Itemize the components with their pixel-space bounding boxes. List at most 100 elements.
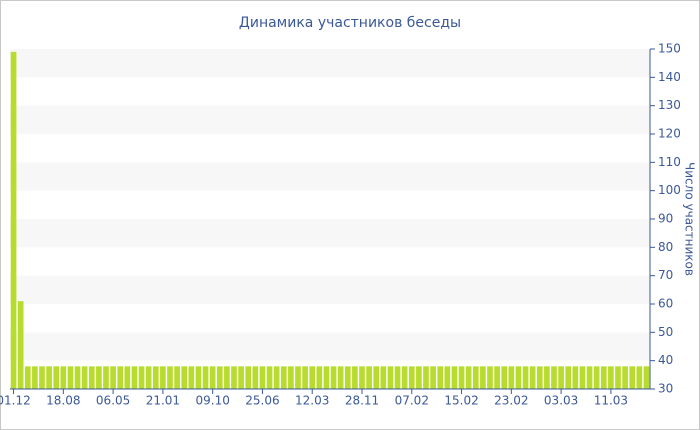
y-tick-label: 60 <box>658 297 673 311</box>
x-tick-label: 03.03 <box>544 394 578 408</box>
bar <box>387 366 394 389</box>
bar <box>416 366 422 389</box>
bar <box>46 366 52 389</box>
bar <box>24 366 31 389</box>
bar <box>380 366 387 389</box>
bar <box>309 366 316 389</box>
bar <box>536 366 543 389</box>
grid-band <box>10 219 650 248</box>
bar <box>74 366 81 389</box>
bar <box>458 366 465 389</box>
bar <box>600 366 607 389</box>
bar <box>174 366 180 389</box>
bar <box>344 366 351 389</box>
bar <box>160 366 166 389</box>
bar <box>103 366 109 389</box>
bar <box>622 366 628 389</box>
bar <box>117 366 124 389</box>
bar <box>515 366 522 389</box>
bar <box>352 366 358 389</box>
y-tick-label: 110 <box>658 155 681 169</box>
y-tick-label: 130 <box>658 98 681 112</box>
bar <box>110 366 116 389</box>
bar <box>359 366 365 389</box>
y-axis-label: Число участников <box>683 162 697 276</box>
x-tick-label: 06.05 <box>96 394 130 408</box>
bar <box>423 366 429 389</box>
grid-band <box>10 332 650 361</box>
grid-band <box>10 49 650 78</box>
x-tick-label: 11.03 <box>594 394 628 408</box>
bar <box>288 366 294 389</box>
bar <box>10 51 17 389</box>
grid-band <box>10 275 650 304</box>
bar <box>615 366 621 389</box>
x-tick-label: 09.10 <box>195 394 229 408</box>
bar <box>252 366 259 389</box>
bar <box>202 366 209 389</box>
x-tick-label: 28.11 <box>345 394 379 408</box>
x-tick-label: 12.03 <box>295 394 329 408</box>
bar <box>451 366 458 389</box>
bar <box>273 366 280 389</box>
bar <box>394 366 401 389</box>
x-tick-label: 01.12 <box>0 394 31 408</box>
bar <box>81 366 88 389</box>
x-tick-label: 18.08 <box>46 394 80 408</box>
bar <box>472 366 479 389</box>
bar <box>238 366 244 389</box>
bar <box>366 366 372 389</box>
y-tick-label: 30 <box>658 382 673 396</box>
y-tick-label: 120 <box>658 127 681 141</box>
bar <box>39 366 45 389</box>
bar <box>96 366 102 389</box>
grid-band <box>10 162 650 191</box>
x-tick-label: 21.01 <box>146 394 180 408</box>
y-tick-label: 50 <box>658 325 673 339</box>
bar <box>280 366 287 389</box>
bar <box>579 366 586 389</box>
bar <box>529 366 536 389</box>
bar <box>316 366 323 389</box>
bar <box>224 366 230 389</box>
y-tick-label: 100 <box>658 183 681 197</box>
y-tick-label: 90 <box>658 212 673 226</box>
x-tick-label: 23.02 <box>494 394 528 408</box>
bar <box>437 366 444 389</box>
bar <box>551 366 557 389</box>
x-tick-label: 25.06 <box>245 394 279 408</box>
bar <box>373 366 380 389</box>
bar <box>138 366 145 389</box>
bar <box>401 366 408 389</box>
bar <box>145 366 152 389</box>
bar <box>572 366 579 389</box>
bar <box>231 366 237 389</box>
bar <box>508 366 515 389</box>
bar <box>88 366 95 389</box>
bar <box>593 366 600 389</box>
y-tick-label: 80 <box>658 240 673 254</box>
y-tick-label: 140 <box>658 70 681 84</box>
bar <box>330 366 337 389</box>
bar <box>444 366 451 389</box>
bar <box>302 366 308 389</box>
bar <box>17 301 24 389</box>
bar <box>209 366 216 389</box>
bar <box>430 366 436 389</box>
bar <box>629 366 636 389</box>
bar <box>266 366 273 389</box>
bar <box>501 366 508 389</box>
bar <box>124 366 131 389</box>
bar <box>544 366 550 389</box>
bar <box>586 366 593 389</box>
x-tick-label: 07.02 <box>395 394 429 408</box>
y-tick-label: 70 <box>658 268 673 282</box>
bar <box>259 366 266 389</box>
bar <box>323 366 330 389</box>
bar <box>216 366 223 389</box>
bar <box>167 366 173 389</box>
bar <box>245 366 252 389</box>
bar <box>295 366 301 389</box>
bar <box>32 366 38 389</box>
